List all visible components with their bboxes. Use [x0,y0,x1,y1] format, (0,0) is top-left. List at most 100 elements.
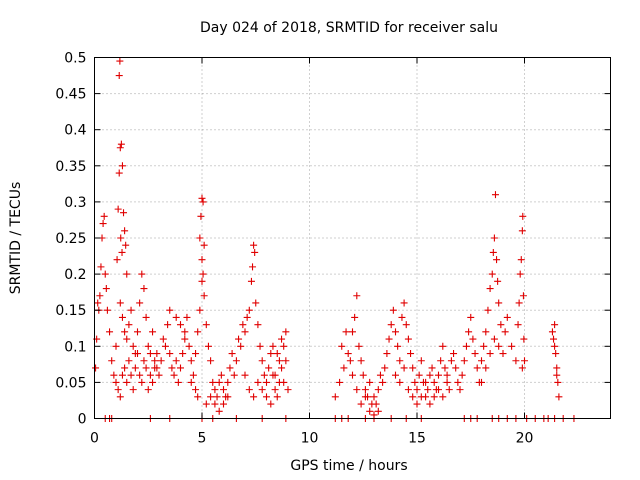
data-point [224,393,232,401]
data-point [108,357,116,365]
grid-lines [94,57,611,419]
data-point [551,321,559,329]
data-point [118,371,126,379]
data-point [415,371,423,379]
x-tick-label: 10 [301,431,319,447]
x-tick-label: 15 [408,431,426,447]
data-point [127,371,135,379]
data-point [217,371,225,379]
data-point [196,234,204,242]
data-point [275,357,283,365]
data-point [112,378,120,386]
y-tick-label: 0.5 [64,51,86,67]
data-point [417,393,425,401]
data-point [495,299,503,307]
chart-title: Day 024 of 2018, SRMTID for receiver sal… [200,20,498,36]
data-point [122,241,130,249]
data-point [181,335,189,343]
data-point [554,378,562,386]
data-point [458,371,466,379]
data-point [183,313,191,321]
data-point [346,357,354,365]
data-point [127,306,135,314]
data-point [115,169,123,177]
data-point [138,378,146,386]
data-point [249,263,257,271]
data-point [172,357,180,365]
data-point [484,306,492,314]
data-point [518,364,526,372]
data-point [488,270,496,278]
data-point [226,364,234,372]
data-point [267,400,275,408]
data-point [192,386,200,394]
y-tick-label: 0.4 [64,123,86,139]
data-point [439,393,447,401]
data-point [271,371,279,379]
data-point [100,212,108,220]
data-point [144,386,152,394]
data-point [551,342,559,350]
y-tick-label: 0.1 [64,339,86,355]
y-tick-label: 0.15 [55,303,86,319]
data-point [385,335,393,343]
data-point [280,342,288,350]
data-point [482,328,490,336]
data-point [396,378,404,386]
data-point [396,357,404,365]
data-point [349,371,356,379]
data-point [256,342,264,350]
data-point [192,350,200,358]
data-point [398,313,406,321]
data-point [357,357,365,365]
data-point [118,313,126,321]
data-point [164,321,172,329]
data-point [462,342,470,350]
data-point [106,328,114,336]
data-point [198,194,206,202]
data-point [460,357,468,365]
data-point [493,256,501,264]
data-point [351,313,359,321]
data-point [359,371,367,379]
data-point [110,371,118,379]
data-point [467,313,475,321]
data-point [149,328,157,336]
data-point [269,342,277,350]
data-point [123,270,131,278]
data-point [407,350,415,358]
data-point [179,350,187,358]
data-point [144,342,152,350]
data-point [374,386,382,394]
data-point [555,393,563,401]
data-point [518,227,526,235]
data-point [260,371,268,379]
data-point [220,400,227,408]
data-point [353,386,361,394]
data-point [250,393,258,401]
data-point [273,393,281,401]
data-point [409,393,417,401]
data-point [185,342,193,350]
data-point [129,342,137,350]
data-point [515,299,523,307]
tick-marks [94,57,611,419]
data-point [413,400,421,408]
data-point [450,350,458,358]
data-point [344,350,352,358]
data-point [131,364,139,372]
data-point [116,57,124,65]
y-tick-label: 0.2 [64,267,86,283]
data-point [361,393,369,401]
data-point [194,393,202,401]
data-point [200,292,208,300]
data-point [383,350,391,358]
data-point [258,386,266,394]
data-point [331,393,339,401]
data-point [486,350,494,358]
data-point [413,386,421,394]
y-tick-label: 0.25 [55,231,86,247]
data-point [211,386,219,394]
data-point [366,407,374,415]
data-point [123,378,131,386]
